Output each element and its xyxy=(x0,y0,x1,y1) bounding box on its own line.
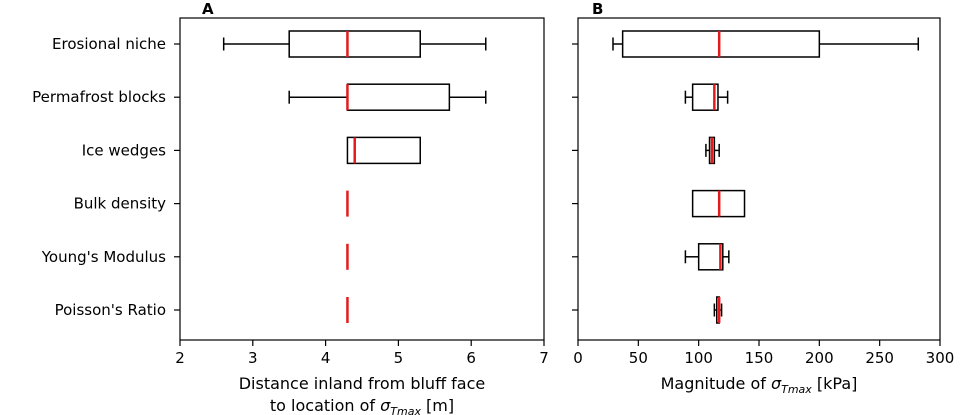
panel-a-category-labels: Erosional niche Permafrost blocks Ice wedg… xyxy=(32,35,180,319)
panel-b-box-erosional-niche xyxy=(612,30,920,58)
category-label-ice-wedges: Ice wedges xyxy=(82,141,166,159)
panel-a-xlabel-line1: Distance inland from bluff face xyxy=(239,374,486,393)
panel-a-x-tick-label-2: 2 xyxy=(175,349,185,367)
panel-b-xlabel-prefix: Magnitude of xyxy=(661,374,771,393)
panel-b-x-tick-label-300: 300 xyxy=(926,349,955,367)
panel-b-x-tick-label-50: 50 xyxy=(629,349,648,367)
panel-a-xlabel-line2: to location of σTmax [m] xyxy=(270,396,454,415)
panel-a-box-erosional-niche xyxy=(222,30,487,58)
panel-b-xlabel-unit: [kPa] xyxy=(812,374,858,393)
panel-b-iqr-permafrost-blocks xyxy=(691,83,719,111)
panel-b-box-permafrost-blocks xyxy=(684,83,729,111)
panel-a-x-ticks: 2 3 4 5 6 7 xyxy=(175,340,549,367)
panel-b-x-ticks: 0 50 100 150 200 250 300 xyxy=(572,43,955,367)
panel-b-x-tick-label-0: 0 xyxy=(573,349,583,367)
panel-a-x-tick-label-6: 6 xyxy=(466,349,476,367)
panel-b-xlabel: Magnitude of σTmax [kPa] xyxy=(661,374,858,396)
panel-a-letter: A xyxy=(202,0,214,18)
panel-b-box-bulk-density xyxy=(691,189,746,218)
panel-b-box-poisson-s-ratio xyxy=(713,296,723,324)
panel-b-xlabel-subscript: Tmax xyxy=(781,383,812,396)
panel-a-box-permafrost-blocks xyxy=(288,83,487,111)
category-label-erosional-niche: Erosional niche xyxy=(52,35,166,53)
panel-a-x-tick-label-5: 5 xyxy=(394,349,404,367)
panel-a-x-tick-label-3: 3 xyxy=(248,349,258,367)
panel-a-x-tick-label-4: 4 xyxy=(321,349,331,367)
panel-b-box-young-s-modulus xyxy=(684,243,730,271)
panel-a-iqr-permafrost-blocks xyxy=(346,83,451,111)
panel-a-xlabel-line2-prefix: to location of xyxy=(270,396,380,415)
panel-a-xlabel-symbol: σ xyxy=(380,396,391,415)
panel-a-xlabel-unit: [m] xyxy=(421,396,454,415)
category-label-permafrost-blocks: Permafrost blocks xyxy=(32,88,166,106)
panel-b-letter: B xyxy=(592,0,603,18)
panel-b-xlabel-symbol: σ xyxy=(771,374,782,393)
panel-b-box-ice-wedges xyxy=(705,136,720,165)
panel-a-frame xyxy=(179,17,545,341)
panel-a: A Erosional niche Permafrost blocks Ice we… xyxy=(32,0,549,415)
panel-b-iqr-erosional-niche xyxy=(621,30,821,58)
panel-b-boxes xyxy=(612,30,920,324)
panel-a-box-ice-wedges xyxy=(346,136,421,165)
category-label-poisson-s-ratio: Poisson's Ratio xyxy=(55,301,166,319)
category-label-young-s-modulus: Young's Modulus xyxy=(41,248,166,266)
category-label-bulk-density: Bulk density xyxy=(74,195,167,213)
panel-b-frame xyxy=(577,17,941,341)
panel-a-boxes xyxy=(222,30,487,323)
panel-b-x-tick-label-200: 200 xyxy=(805,349,834,367)
panel-b-x-tick-label-250: 250 xyxy=(865,349,894,367)
panel-a-iqr-ice-wedges xyxy=(346,136,421,165)
panel-b-x-tick-label-100: 100 xyxy=(684,349,713,367)
panel-b: B 0 50 100 150 200 250 300 Magnitude of σTmax … xyxy=(572,0,954,396)
panel-a-x-tick-label-7: 7 xyxy=(539,349,549,367)
panel-a-iqr-erosional-niche xyxy=(288,30,421,58)
panel-b-iqr-young-s-modulus xyxy=(697,243,724,271)
panel-a-xlabel-subscript: Tmax xyxy=(390,405,421,415)
panel-b-x-tick-label-150: 150 xyxy=(745,349,774,367)
